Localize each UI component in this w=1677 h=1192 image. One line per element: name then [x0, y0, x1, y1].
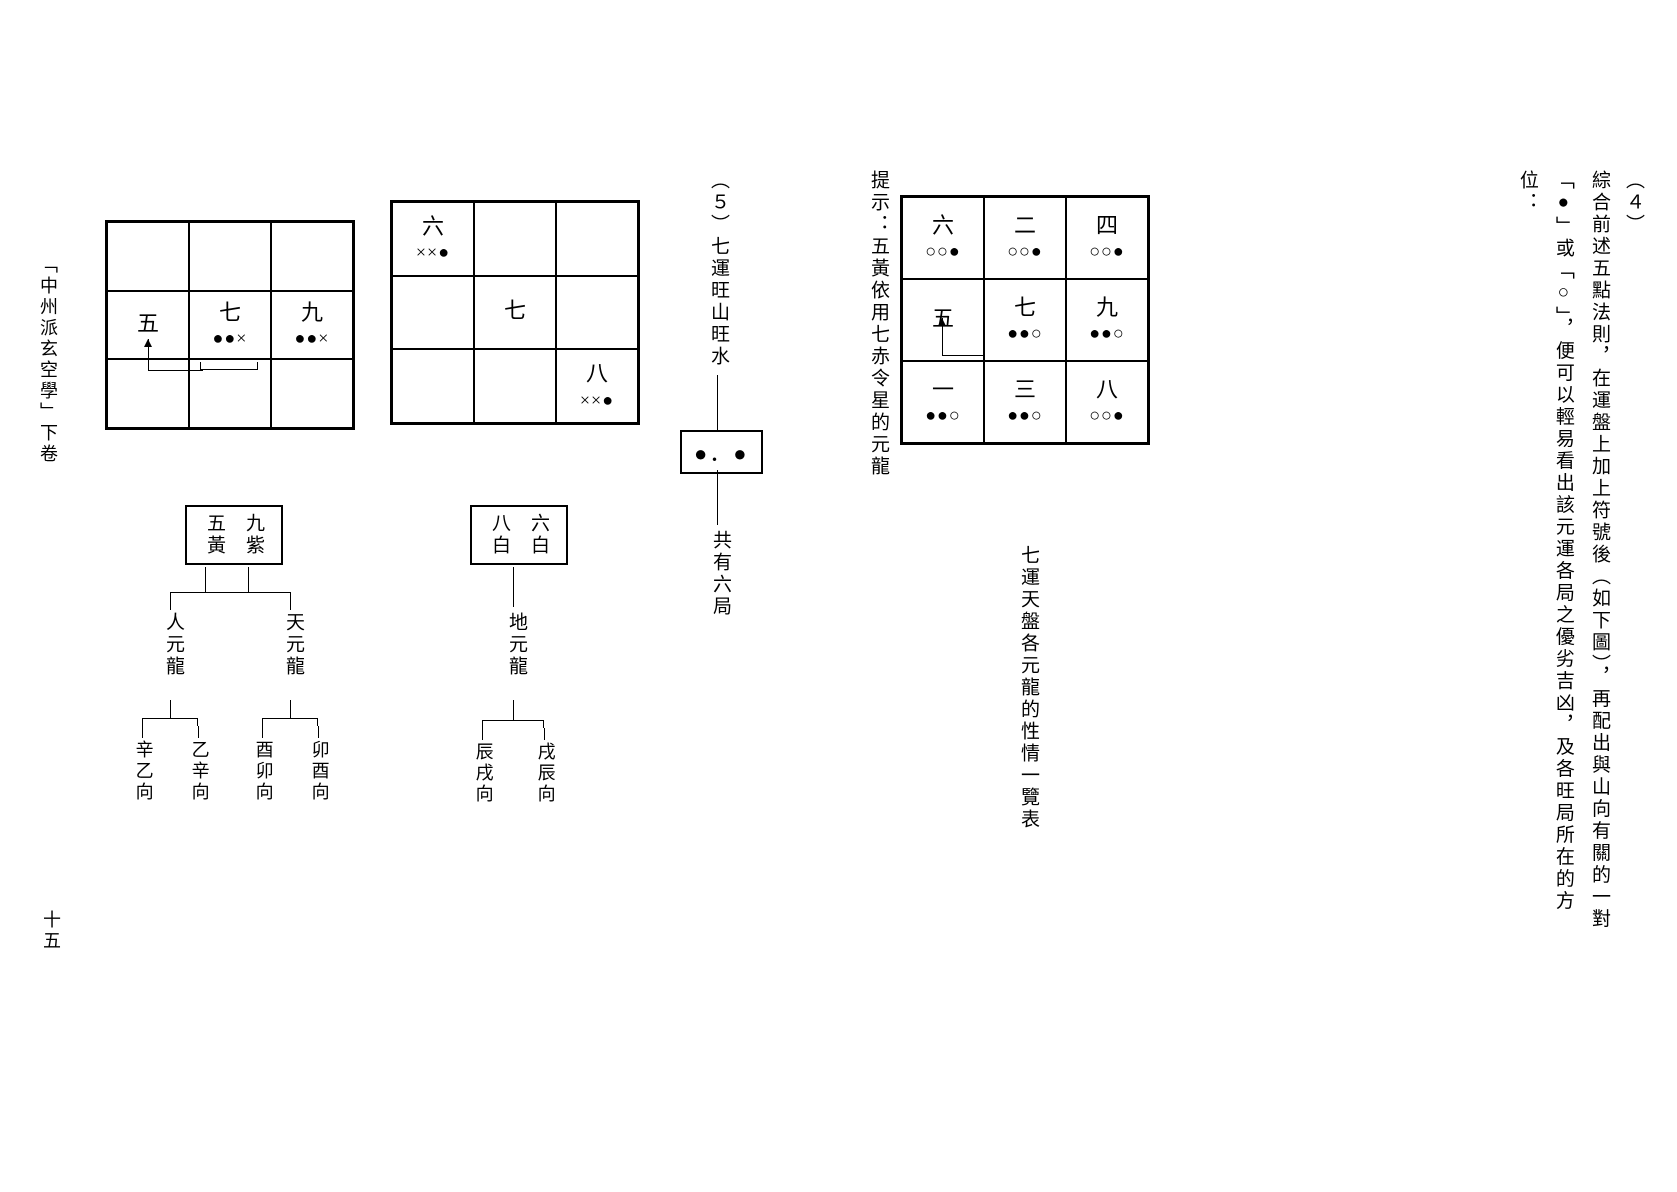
- mt-box-1: 六白: [525, 513, 552, 557]
- mg-c4-num: 七: [504, 298, 526, 324]
- lt-stem-l: [205, 567, 206, 592]
- rg-c7-num: 三: [1014, 377, 1036, 403]
- lg-c4-sym: ●●×: [213, 328, 248, 350]
- rg-c4-sym: ●●○: [1007, 323, 1043, 345]
- rg-c2-num: 四: [1096, 213, 1118, 239]
- section5-title: 七運旺山旺水: [708, 236, 729, 368]
- lg-arrow-head: [144, 339, 152, 347]
- lt-brkt-l: [142, 718, 198, 726]
- section4-index: （４）: [1620, 170, 1647, 236]
- rg-c1-num: 二: [1014, 213, 1036, 239]
- lt-bv-r2: [318, 726, 319, 738]
- s5-line2: [717, 470, 718, 525]
- rg-c8-sym: ○○●: [1089, 405, 1125, 427]
- rg-c5-num: 九: [1096, 295, 1118, 321]
- rg-c0-num: 六: [932, 213, 954, 239]
- section5-index: （５）: [708, 170, 729, 236]
- mid-grid: 六××● 七 八××●: [390, 200, 640, 425]
- lt-branch-1: 天元龍: [280, 612, 307, 678]
- rg-c6-num: 一: [932, 377, 954, 403]
- lg-c5-sym: ●●×: [295, 328, 330, 350]
- lg-arrow-h: [148, 370, 203, 371]
- rg-c2-sym: ○○●: [1089, 241, 1125, 263]
- mg-c8-sym: ××●: [580, 390, 614, 412]
- lt-v-l2: [170, 700, 171, 718]
- lg-c3-num: 五: [137, 311, 159, 337]
- rg-arrow-h: [942, 355, 984, 356]
- left-tree-box: 五黃 九紫: [185, 505, 283, 565]
- lt-leaf-r0: 酉卯向: [252, 740, 274, 803]
- s5-line1: [717, 375, 718, 430]
- lt-v-l: [170, 592, 171, 610]
- mt-bv1: [482, 728, 483, 740]
- mt-line1: [513, 567, 514, 607]
- lt-brkt-r: [262, 718, 318, 726]
- page-number: 十五: [38, 910, 64, 952]
- lt-leaf-l0: 辛乙向: [132, 740, 154, 803]
- lt-bv-l2: [198, 726, 199, 738]
- book-title: 「中州派玄空學」下卷: [35, 255, 61, 465]
- rg-c1-sym: ○○●: [1007, 241, 1043, 263]
- lt-v-r: [290, 592, 291, 610]
- right-grid-caption: 七運天盤各元龍的性情一覽表: [1015, 545, 1042, 831]
- lt-branch-0: 人元龍: [160, 612, 187, 678]
- mt-box-0: 八白: [486, 513, 513, 557]
- section5-col: （５）七運旺山旺水: [705, 170, 732, 368]
- mt-leaf-1: 戌辰向: [534, 742, 556, 805]
- rg-c6-sym: ●●○: [925, 405, 961, 427]
- s5-sym-box: ●．●: [680, 430, 763, 474]
- lt-bv-r1: [262, 726, 263, 738]
- lt-box-0: 五黃: [201, 513, 228, 557]
- mid-tree-box: 八白 六白: [470, 505, 568, 565]
- lt-leaf-r1: 卯酉向: [308, 740, 330, 803]
- mt-line2: [513, 700, 514, 720]
- lt-stem-r: [248, 567, 249, 592]
- lt-hbar: [170, 592, 290, 593]
- mt-branch: 地元龍: [503, 612, 530, 678]
- rg-c7-sym: ●●○: [1007, 405, 1043, 427]
- rg-arrow-head: [938, 318, 946, 326]
- rg-c5-sym: ●●○: [1089, 323, 1125, 345]
- section4-para: 綜合前述五點法則，在運盤上加上符號後（如下圖），再配出與山向有關的一對「●」或「…: [1509, 170, 1617, 950]
- lt-leaf-l1: 乙辛向: [188, 740, 210, 803]
- right-grid-hint: 提示：五黃依用七赤令星的元龍: [865, 170, 892, 478]
- mg-c8-num: 八: [586, 361, 608, 387]
- rg-c8-num: 八: [1096, 377, 1118, 403]
- mt-bv2: [544, 728, 545, 740]
- section5-tail: 共有六局: [707, 530, 734, 618]
- mg-c0-sym: ××●: [416, 242, 450, 264]
- lg-brace: [200, 362, 258, 370]
- rg-c0-sym: ○○●: [925, 241, 961, 263]
- lt-bv-l1: [142, 726, 143, 738]
- mg-c0-num: 六: [422, 214, 444, 240]
- lt-v-r2: [290, 700, 291, 718]
- rg-c4-num: 七: [1014, 295, 1036, 321]
- mt-bracket: [482, 720, 544, 728]
- lt-box-1: 九紫: [240, 513, 267, 557]
- left-grid: 五 七●●× 九●●×: [105, 220, 355, 430]
- lg-c5-num: 九: [301, 300, 323, 326]
- mt-leaf-0: 辰戌向: [472, 742, 494, 805]
- lg-c4-num: 七: [219, 300, 241, 326]
